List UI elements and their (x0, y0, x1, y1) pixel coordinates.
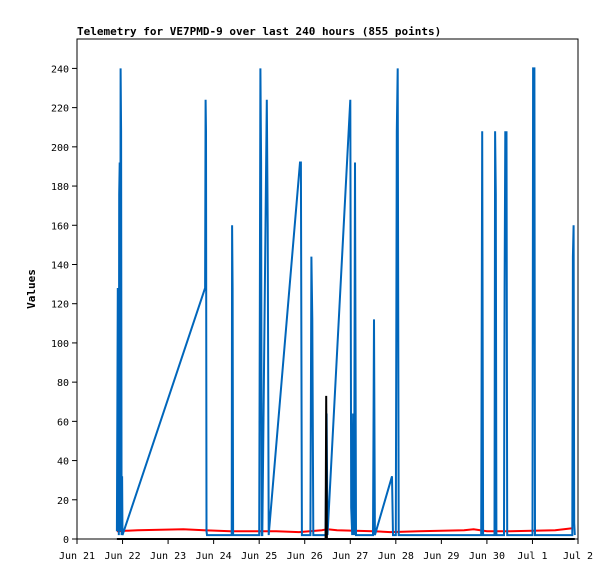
series-line-1 (116, 527, 573, 534)
y-tick-label: 160 (51, 221, 69, 232)
y-tick-label: 60 (57, 417, 69, 428)
y-tick-label: 240 (51, 64, 69, 75)
x-tick-label: Jun 22 (104, 551, 140, 562)
axis-layer: 0 20 40 60 80 100 120 140 160 180 200 220 240 Jun 21 J… (51, 64, 593, 562)
x-tick-label: Jun 24 (196, 551, 232, 562)
x-tick-label: Jun 30 (469, 551, 505, 562)
y-tick-label: 140 (51, 260, 69, 271)
y-tick-label: 180 (51, 182, 69, 193)
series-line-2 (115, 67, 576, 537)
x-tick-label: Jun 26 (287, 551, 323, 562)
y-axis-label: Values (25, 269, 38, 309)
x-tick-label: Jun 23 (150, 551, 186, 562)
y-tick-label: 40 (57, 457, 69, 468)
y-tick-label: 200 (51, 143, 69, 154)
chart-title: Telemetry for VE7PMD-9 over last 240 hou… (77, 25, 441, 38)
x-tick-label: Jun 25 (241, 551, 277, 562)
x-tick-label: Jun 29 (423, 551, 459, 562)
y-tick-label: 80 (57, 378, 69, 389)
y-tick-label: 120 (51, 300, 69, 311)
x-tick-label: Jun 28 (378, 551, 414, 562)
x-tick-label: Jun 27 (332, 551, 368, 562)
y-tick-label: 0 (63, 535, 69, 546)
x-tick-label: Jul 2 (563, 551, 593, 562)
series-layer (115, 67, 576, 540)
y-tick-label: 20 (57, 496, 69, 507)
series-line-3 (116, 395, 575, 540)
y-tick-label: 100 (51, 339, 69, 350)
y-tick-label: 220 (51, 104, 69, 115)
x-tick-label: Jun 21 (59, 551, 95, 562)
x-tick-label: Jul 1 (517, 551, 547, 562)
